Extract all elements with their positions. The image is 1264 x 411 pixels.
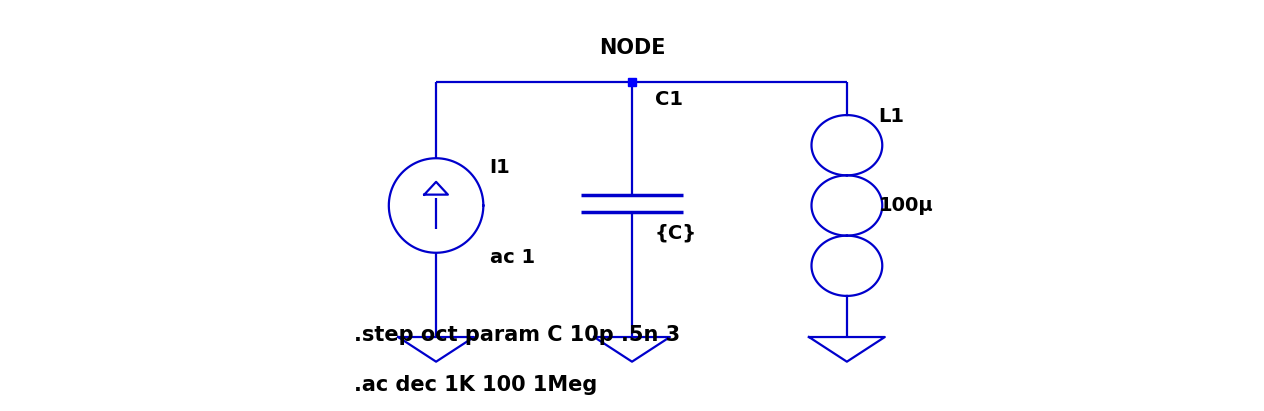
Text: L1: L1: [878, 107, 905, 126]
Text: ac 1: ac 1: [489, 248, 535, 267]
Text: C1: C1: [655, 90, 683, 109]
Text: {C}: {C}: [655, 224, 696, 243]
Text: NODE: NODE: [599, 37, 665, 58]
Text: .step oct param C 10p .5n 3: .step oct param C 10p .5n 3: [354, 325, 680, 345]
Text: I1: I1: [489, 158, 511, 177]
Text: .ac dec 1K 100 1Meg: .ac dec 1K 100 1Meg: [354, 374, 597, 395]
Text: 100μ: 100μ: [878, 196, 933, 215]
